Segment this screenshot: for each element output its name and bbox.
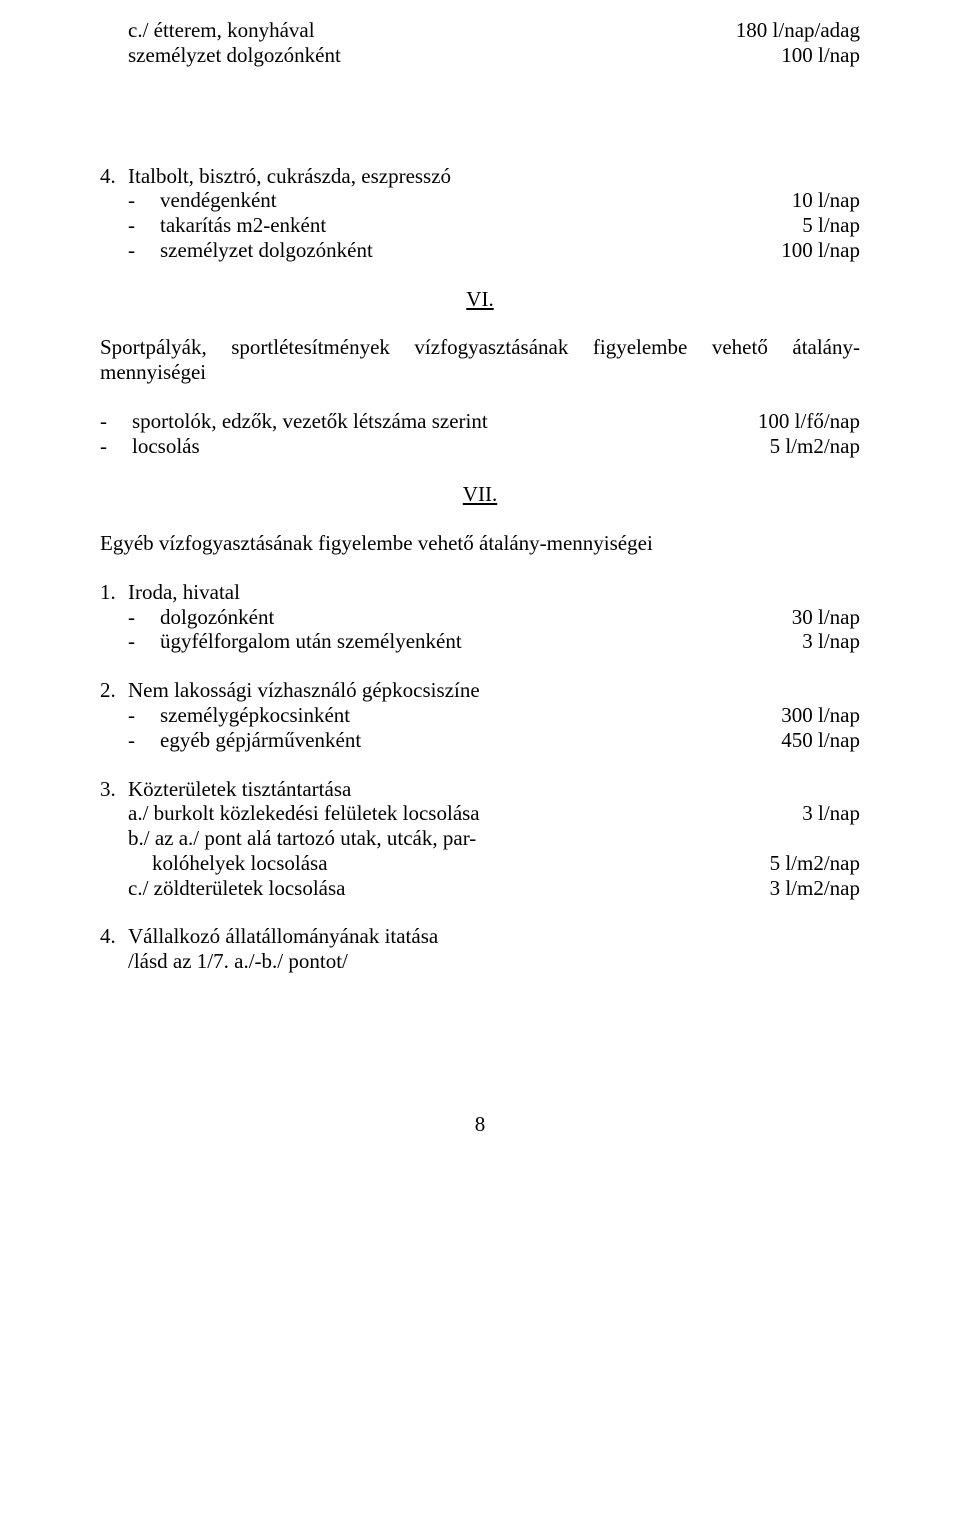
value: 5 l/nap [778,213,860,238]
bullet: - [100,434,114,459]
label: kolóhelyek locsolása [128,851,746,876]
roman-numeral: VI. [466,287,493,311]
bullet: - [100,409,114,434]
s4-item-2: - takarítás m2-enként 5 l/nap [100,213,860,238]
text: Vállalkozó állatállományának itatása [128,924,860,949]
s4-item-1: - vendégenként 10 l/nap [100,188,860,213]
title: Italbolt, bisztró, cukrászda, eszpresszó [128,164,860,189]
page-number: 8 [100,1112,860,1137]
num: 2. [100,678,128,703]
title: Közterületek tisztántartása [128,777,860,802]
n4-line2: /lásd az 1/7. a./-b./ pontot/ [100,949,860,974]
title: Iroda, hivatal [128,580,860,605]
roman-vi: VI. [100,287,860,312]
bullet: - [128,728,142,753]
text: személyzet dolgozónként [100,43,757,68]
title: Nem lakossági vízhasználó gépkocsiszíne [128,678,860,703]
text: c./ étterem, konyhával [100,18,712,43]
value: 3 l/nap [778,629,860,654]
value: 180 l/nap/adag [712,18,860,43]
s7-paragraph: Egyéb vízfogyasztásának figyelembe vehet… [100,531,860,556]
label: ügyfélforgalom után személyenként [142,629,778,654]
num: 4. [100,924,128,949]
label: vendégenként [142,188,768,213]
bullet: - [128,629,142,654]
roman-numeral: VII. [463,482,497,506]
n2-title: 2. Nem lakossági vízhasználó gépkocsiszí… [100,678,860,703]
num: 1. [100,580,128,605]
bullet: - [128,213,142,238]
label: b./ az a./ pont alá tartozó utak, utcák,… [128,826,476,850]
value: 30 l/nap [768,605,860,630]
line-c-etterem: c./ étterem, konyhával 180 l/nap/adag [100,18,860,43]
page: c./ étterem, konyhával 180 l/nap/adag sz… [0,0,960,1177]
label: a./ burkolt közlekedési felületek locsol… [128,801,778,826]
value: 100 l/nap [757,238,860,263]
value: 10 l/nap [768,188,860,213]
section-4-title: 4. Italbolt, bisztró, cukrászda, eszpres… [100,164,860,189]
n3-a: a./ burkolt közlekedési felületek locsol… [100,801,860,826]
n2-item-1: - személygépkocsinként 300 l/nap [100,703,860,728]
value: 3 l/nap [778,801,860,826]
n3-b-line1: b./ az a./ pont alá tartozó utak, utcák,… [100,826,860,851]
value: 100 l/nap [757,43,860,68]
n4-line1: 4. Vállalkozó állatállományának itatása [100,924,860,949]
label: takarítás m2-enként [142,213,778,238]
value: 3 l/m2/nap [746,876,860,901]
label: locsolás [114,434,746,459]
value: 5 l/m2/nap [746,434,860,459]
n1-item-1: - dolgozónként 30 l/nap [100,605,860,630]
s6-item-1: - sportolók, edzők, vezetők létszáma sze… [100,409,860,434]
value: 5 l/m2/nap [746,851,860,876]
label: c./ zöldterületek locsolása [128,876,746,901]
value: 300 l/nap [757,703,860,728]
n3-b-line2: kolóhelyek locsolása 5 l/m2/nap [100,851,860,876]
n1-item-2: - ügyfélforgalom után személyenként 3 l/… [100,629,860,654]
roman-vii: VII. [100,482,860,507]
n3-c: c./ zöldterületek locsolása 3 l/m2/nap [100,876,860,901]
n1-title: 1. Iroda, hivatal [100,580,860,605]
n3-title: 3. Közterületek tisztántartása [100,777,860,802]
label: egyéb gépjárművenként [142,728,757,753]
s4-item-3: - személyzet dolgozónként 100 l/nap [100,238,860,263]
label: személygépkocsinként [142,703,757,728]
label: dolgozónként [142,605,768,630]
num: 3. [100,777,128,802]
s6-paragraph: Sportpályák, sportlétesítmények vízfogya… [100,335,860,385]
bullet: - [128,188,142,213]
s6-item-2: - locsolás 5 l/m2/nap [100,434,860,459]
value: 100 l/fő/nap [734,409,860,434]
label: sportolók, edzők, vezetők létszáma szeri… [114,409,734,434]
bullet: - [128,703,142,728]
value: 450 l/nap [757,728,860,753]
label: személyzet dolgozónként [142,238,757,263]
bullet: - [128,238,142,263]
line-szemelyzet: személyzet dolgozónként 100 l/nap [100,43,860,68]
text: /lásd az 1/7. a./-b./ pontot/ [128,949,348,973]
bullet: - [128,605,142,630]
n2-item-2: - egyéb gépjárművenként 450 l/nap [100,728,860,753]
num: 4. [100,164,128,189]
